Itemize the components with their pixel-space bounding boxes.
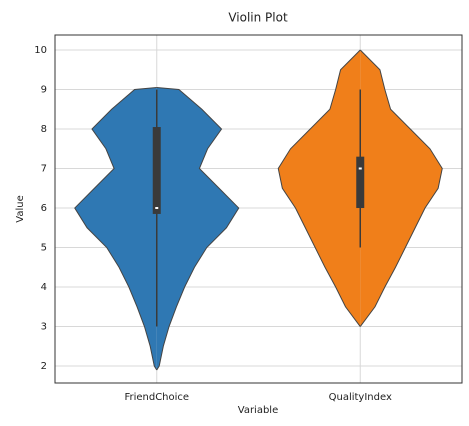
- y-tick-label: 2: [41, 361, 47, 372]
- x-axis-label: Variable: [238, 405, 279, 416]
- y-tick-label: 8: [41, 124, 47, 135]
- plot-frame: [54, 34, 463, 384]
- violin-outline: [156, 87, 240, 371]
- y-tick-label: 4: [41, 282, 47, 293]
- violin-body: [156, 87, 239, 370]
- chart-title: Violin Plot: [228, 11, 288, 25]
- box: [356, 156, 365, 209]
- y-tick-label: 3: [41, 322, 47, 333]
- violin-body: [360, 50, 443, 327]
- violin-body: [278, 50, 361, 327]
- violin-outline: [277, 49, 361, 327]
- violin-outline: [359, 49, 443, 327]
- x-tick-label: FriendChoice: [124, 392, 189, 403]
- y-axis-label: Value: [15, 195, 26, 222]
- x-tick-label: QualityIndex: [329, 392, 392, 403]
- y-tick-label: 6: [41, 203, 47, 214]
- y-tick-label: 7: [41, 164, 47, 175]
- y-tick-label: 9: [41, 85, 47, 96]
- y-tick-label: 5: [41, 243, 47, 254]
- violin-outline: [74, 87, 158, 371]
- box: [152, 127, 161, 214]
- y-tick-label: 10: [34, 45, 47, 56]
- violin-body: [74, 87, 157, 370]
